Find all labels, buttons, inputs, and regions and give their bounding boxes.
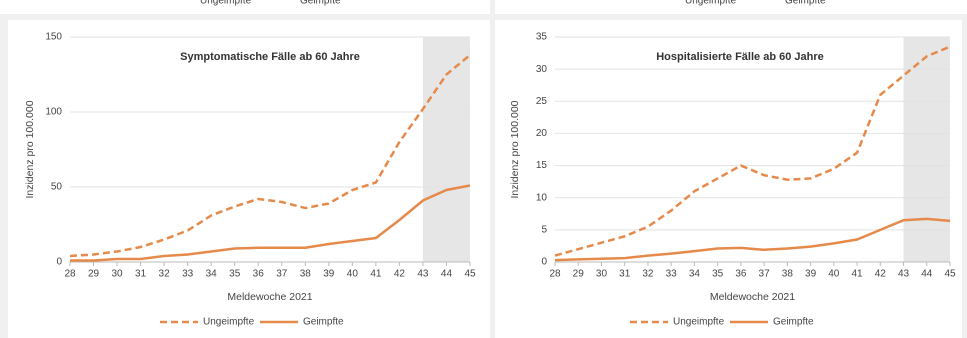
- x-tick-label: 31: [619, 269, 631, 280]
- x-tick-label: 29: [88, 269, 100, 280]
- x-tick-label: 32: [642, 269, 654, 280]
- top-strip: [0, 0, 490, 14]
- series-line: [69, 54, 471, 258]
- y-tick-label: 20: [536, 128, 548, 139]
- legend-label: Geimpfte: [773, 317, 814, 328]
- y-axis-title: Inzidenz pro 100.000: [509, 100, 521, 198]
- x-tick-label: 30: [596, 269, 608, 280]
- forecast-shade: [422, 37, 470, 262]
- y-tick-label: 30: [536, 64, 548, 75]
- x-tick-label: 41: [851, 269, 863, 280]
- x-tick-label: 29: [573, 269, 585, 280]
- x-tick-label: 40: [347, 269, 359, 280]
- x-tick-label: 31: [135, 269, 147, 280]
- x-tick-label: 43: [898, 269, 910, 280]
- x-tick-label: 28: [549, 269, 561, 280]
- y-tick-label: 15: [536, 160, 548, 171]
- x-tick-label: 28: [64, 269, 76, 280]
- x-tick-label: 37: [276, 269, 288, 280]
- chart-title: Symptomatische Fälle ab 60 Jahre: [180, 51, 360, 63]
- x-tick-label: 39: [323, 269, 335, 280]
- panel: [495, 20, 962, 338]
- x-tick-label: 44: [441, 269, 453, 280]
- x-tick-label: 36: [735, 269, 747, 280]
- forecast-shade: [903, 37, 950, 262]
- x-tick-label: 35: [712, 269, 724, 280]
- x-tick-label: 33: [666, 269, 678, 280]
- legend-label: Geimpfte: [300, 0, 341, 7]
- legend-label: Ungeimpfte: [685, 0, 737, 7]
- y-tick-label: 0: [541, 257, 547, 268]
- x-tick-label: 42: [394, 269, 406, 280]
- y-tick-label: 25: [536, 96, 548, 107]
- x-axis-title: Meldewoche 2021: [227, 291, 312, 303]
- chart-title: Hospitalisierte Fälle ab 60 Jahre: [656, 51, 824, 63]
- x-axis-title: Meldewoche 2021: [710, 291, 795, 303]
- legend-label: Geimpfte: [303, 317, 344, 328]
- y-tick-label: 35: [536, 32, 548, 43]
- legend-label: Geimpfte: [785, 0, 826, 7]
- series-line: [70, 184, 471, 262]
- x-tick-label: 39: [805, 269, 817, 280]
- x-tick-label: 34: [689, 269, 701, 280]
- top-strip: [495, 0, 967, 14]
- y-tick-label: 0: [56, 257, 62, 268]
- x-tick-label: 42: [875, 269, 887, 280]
- x-tick-label: 38: [300, 269, 312, 280]
- x-tick-label: 33: [182, 269, 194, 280]
- x-tick-label: 45: [944, 269, 956, 280]
- y-tick-label: 5: [541, 224, 547, 235]
- x-tick-label: 30: [111, 269, 123, 280]
- x-tick-label: 35: [229, 269, 241, 280]
- x-tick-label: 32: [159, 269, 171, 280]
- x-tick-label: 36: [253, 269, 265, 280]
- y-tick-label: 150: [45, 32, 62, 43]
- legend-label: Ungeimpfte: [200, 0, 252, 7]
- y-axis-title: Inzidenz pro 100.000: [24, 100, 36, 198]
- x-tick-label: 38: [782, 269, 794, 280]
- legend-label: Ungeimpfte: [673, 317, 725, 328]
- y-tick-label: 50: [51, 182, 63, 193]
- x-tick-label: 43: [417, 269, 429, 280]
- y-tick-label: 10: [536, 192, 548, 203]
- x-tick-label: 37: [759, 269, 771, 280]
- x-tick-label: 41: [370, 269, 382, 280]
- x-tick-label: 44: [921, 269, 933, 280]
- legend-label: Ungeimpfte: [203, 317, 255, 328]
- panel: [8, 20, 490, 338]
- x-tick-label: 34: [206, 269, 218, 280]
- series-line: [554, 217, 951, 262]
- x-tick-label: 45: [464, 269, 476, 280]
- x-tick-label: 40: [828, 269, 840, 280]
- y-tick-label: 100: [45, 107, 62, 118]
- series-line: [554, 45, 951, 257]
